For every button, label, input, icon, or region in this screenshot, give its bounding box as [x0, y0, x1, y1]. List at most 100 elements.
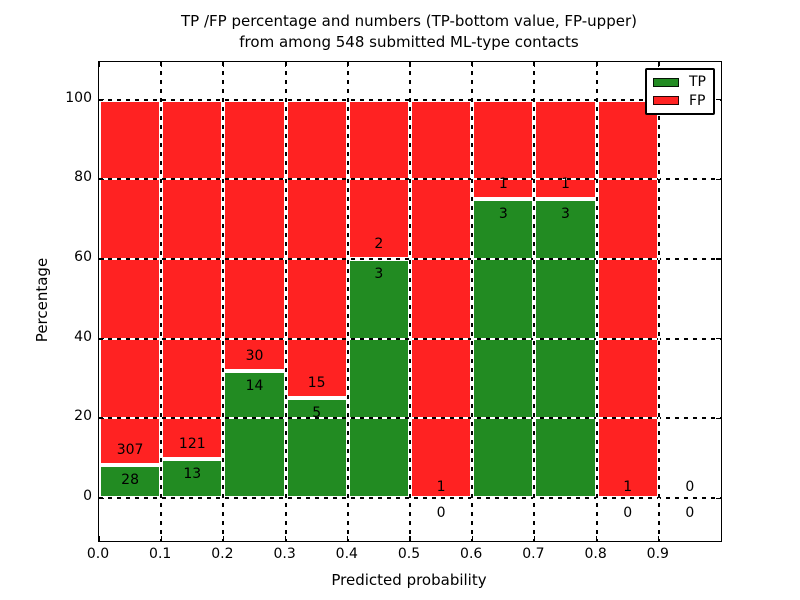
bar-tp-bin-6 [472, 199, 535, 498]
xtick-mark-bottom-0.1 [160, 536, 162, 541]
tp-count-label-bin-6: 3 [498, 206, 508, 223]
ytick-label-20: 20 [74, 408, 92, 425]
fp-count-label-bin-0: 307 [116, 441, 144, 458]
ytick-mark-right-40 [716, 338, 721, 340]
gridline-x-0.2 [222, 62, 225, 541]
tp-count-label-bin-7: 3 [561, 206, 570, 223]
xtick-mark-top-0.2 [222, 62, 224, 67]
bar-fp-bin-0 [99, 99, 162, 465]
xtick-mark-top-0.6 [471, 62, 473, 67]
xtick-mark-bottom-0.3 [285, 536, 287, 541]
ytick-mark-left-20 [99, 417, 104, 419]
ytick-mark-left-60 [99, 258, 104, 260]
xtick-mark-top-0.7 [533, 62, 535, 67]
xtick-mark-top-0.8 [596, 62, 598, 67]
bar-tp-bin-2 [223, 371, 286, 498]
xtick-label-0.5: 0.5 [397, 546, 421, 562]
xtick-label-0.4: 0.4 [335, 546, 358, 562]
chart-title-line1: TP /FP percentage and numbers (TP-bottom… [181, 12, 637, 30]
bar-fp-bin-6 [472, 99, 535, 200]
tp-count-label-bin-8: 0 [623, 505, 633, 521]
tp-count-label-bin-5: 0 [436, 505, 446, 521]
ytick-mark-left-40 [99, 338, 104, 340]
xtick-mark-top-0.3 [285, 62, 287, 67]
legend-item-fp: FP [653, 94, 707, 108]
plot-inner: 307 28 121 13 30 14 15 5 2 3 1 0 1 3 1 3 1 0 0 0 [98, 62, 721, 541]
chart-title: TP /FP percentage and numbers (TP-bottom… [98, 11, 720, 53]
ytick-mark-left-100 [99, 99, 104, 101]
xtick-mark-top-0.4 [347, 62, 349, 67]
ytick-mark-right-80 [716, 178, 721, 180]
xtick-label-0.7: 0.7 [522, 546, 545, 562]
fp-count-label-bin-3: 15 [307, 375, 326, 392]
xtick-label-0.3: 0.3 [273, 546, 296, 562]
x-axis-label: Predicted probability [331, 571, 487, 589]
fp-count-label-bin-2: 30 [245, 348, 264, 365]
xtick-mark-bottom-0.0 [98, 536, 100, 541]
xtick-mark-bottom-0.4 [347, 536, 349, 541]
ytick-mark-left-80 [99, 178, 104, 180]
xtick-mark-bottom-0.5 [409, 536, 411, 541]
xtick-label-0.0: 0.0 [86, 546, 110, 562]
xtick-mark-top-0.5 [409, 62, 411, 67]
tp-count-label-bin-4: 3 [374, 265, 384, 282]
bar-fp-bin-8 [596, 99, 659, 498]
tp-count-label-bin-0: 28 [121, 471, 140, 488]
gridline-x-0.4 [346, 62, 349, 541]
xtick-label-0.1: 0.1 [149, 546, 172, 562]
ytick-label-0: 0 [83, 488, 92, 504]
legend-swatch-tp [653, 77, 679, 87]
tp-count-label-bin-3: 5 [312, 405, 322, 422]
legend-label-tp: TP [689, 74, 706, 91]
gridline-x-0.1 [160, 62, 163, 541]
tp-count-label-bin-1: 13 [183, 466, 202, 483]
gridline-x-0.5 [409, 62, 411, 541]
xtick-label-0.6: 0.6 [460, 546, 483, 562]
ytick-mark-right-100 [716, 99, 721, 101]
xtick-mark-top-0.9 [658, 62, 660, 67]
xtick-mark-top-0.1 [160, 62, 162, 67]
gridline-x-0.8 [595, 62, 598, 541]
gridline-x-0.6 [471, 62, 474, 541]
legend-swatch-fp [653, 96, 679, 106]
fp-count-label-bin-8: 1 [623, 479, 633, 495]
legend-label-fp: FP [689, 92, 706, 109]
ytick-mark-left-0 [99, 497, 104, 499]
ytick-label-80: 80 [74, 169, 92, 186]
gridline-x-0.3 [284, 62, 287, 541]
bar-tp-bin-4 [347, 258, 410, 498]
bar-tp-bin-3 [285, 398, 348, 498]
fp-count-label-bin-9: 0 [685, 479, 695, 495]
gridline-x-0.9 [657, 62, 660, 541]
xtick-mark-bottom-0.9 [658, 536, 660, 541]
xtick-mark-bottom-0.2 [222, 536, 224, 541]
tp-count-label-bin-2: 14 [245, 378, 264, 395]
ytick-label-40: 40 [74, 328, 92, 345]
bar-fp-bin-1 [161, 99, 224, 460]
plot-area: 307 28 121 13 30 14 15 5 2 3 1 0 1 3 1 3 1 0 0 0 [98, 61, 722, 542]
xtick-label-0.9: 0.9 [646, 546, 669, 562]
bar-tp-bin-1 [161, 459, 224, 498]
xtick-mark-top-0.0 [98, 62, 100, 67]
ytick-label-60: 60 [74, 248, 92, 265]
legend-item-tp: TP [653, 75, 707, 89]
ytick-mark-right-0 [716, 497, 721, 499]
fp-count-label-bin-7: 1 [561, 176, 570, 193]
xtick-mark-bottom-0.7 [533, 536, 535, 541]
bar-fp-bin-3 [285, 99, 348, 399]
chart-title-line2: from among 548 submitted ML-type contact… [239, 33, 579, 51]
fp-count-label-bin-6: 1 [498, 176, 508, 193]
bar-tp-bin-0 [99, 464, 162, 498]
ytick-mark-right-60 [716, 258, 721, 260]
bar-fp-bin-2 [223, 99, 286, 372]
fp-count-label-bin-1: 121 [178, 436, 206, 453]
bar-tp-bin-7 [534, 199, 597, 498]
fp-count-label-bin-5: 1 [436, 479, 446, 495]
ytick-mark-right-20 [716, 417, 721, 419]
ytick-label-100: 100 [65, 89, 92, 106]
xtick-label-0.2: 0.2 [211, 546, 234, 562]
xtick-label-0.8: 0.8 [584, 546, 607, 562]
tp-count-label-bin-9: 0 [685, 505, 695, 521]
legend: TP FP [645, 68, 715, 115]
